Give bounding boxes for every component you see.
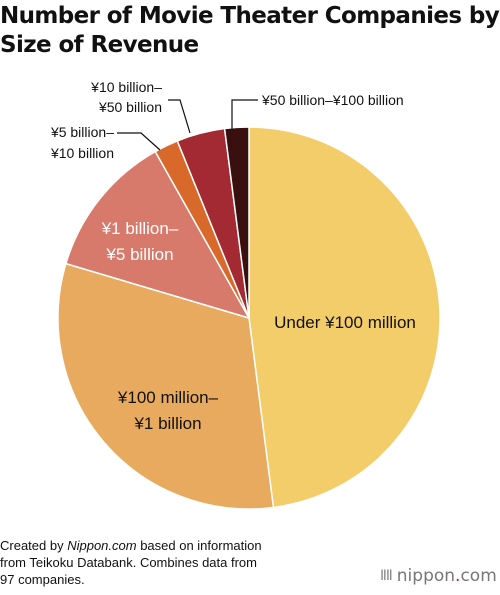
chart-title: Number of Movie Theater Companies by Siz… [0,2,500,60]
pie-slice-2 [64,150,251,320]
slice-leader-line-4 [168,99,191,134]
slice-leader-line-5 [231,99,258,130]
source-link[interactable]: Nippon.com [67,538,137,553]
logo-text: nippon.com [396,566,497,586]
slice-leader-line-3 [117,132,161,151]
pie-slice-1 [57,262,275,510]
nippon-logo: ⅡⅡ nippon.com [380,566,497,586]
slice-label-2: ¥1 billion– ¥5 billion [101,219,179,264]
slice-label-3-line-1: ¥10 billion [50,145,114,161]
source-note: Created by Nippon.com based on informati… [0,537,360,588]
slice-label-4-line-0: ¥10 billion– [90,79,162,95]
slice-label-5-line-0: ¥50 billion–¥100 billion [261,92,404,108]
chart-title-line2: Size of Revenue [0,32,199,58]
chart-title-line1: Number of Movie Theater Companies by [0,3,500,29]
slice-label-3-line-0: ¥5 billion– [50,124,114,140]
pie-slice-5 [223,126,250,319]
source-line-2: from Teikoku Databank. Combines data fro… [0,555,257,570]
logo-mark-icon: ⅡⅡ [380,568,393,584]
slice-label-4-line-1: ¥50 billion [98,99,162,115]
slice-label-0: Under ¥100 million [274,313,416,332]
pie-slices [57,126,441,510]
slice-label-1: ¥100 million– ¥1 billion [117,388,219,433]
source-line-1: Created by Nippon.com based on informati… [0,538,262,553]
source-line-3: 97 companies. [0,572,85,587]
pie-slice-0 [248,126,441,509]
